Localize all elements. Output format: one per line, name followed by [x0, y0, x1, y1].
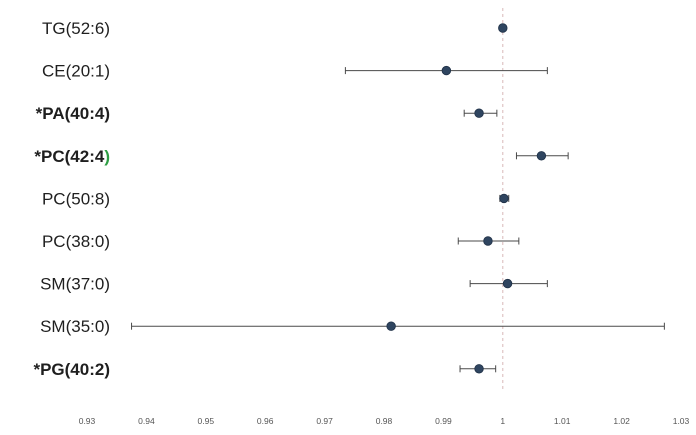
point-estimate [441, 65, 452, 76]
point-estimate [474, 364, 484, 374]
row-label-text: *PG(40:2) [33, 360, 110, 379]
rows-layer: TG(52:6) CE(20:1) *PA(40:4) *PC(42:4) PC(50:… [33, 19, 665, 379]
forest-row: TG(52:6) [42, 19, 508, 38]
forest-row: PC(38:0) [42, 232, 520, 251]
forest-row: SM(37:0) [40, 275, 548, 294]
row-label-text: TG(52:6) [42, 19, 110, 38]
x-tick-label: 0.97 [316, 416, 333, 426]
row-label-text: PC(38:0) [42, 232, 110, 251]
x-tick-label: 0.95 [198, 416, 215, 426]
row-label-text: CE(20:1) [42, 62, 110, 81]
point-estimate [536, 151, 547, 161]
x-tick-label: 0.93 [79, 416, 96, 426]
x-tick-label: 1.01 [554, 416, 571, 426]
forest-row: CE(20:1) [42, 62, 548, 81]
row-label: TG(52:6) [42, 19, 110, 38]
x-tick-label: 1.03 [673, 416, 690, 426]
row-label: *PA(40:4) [36, 104, 110, 123]
forest-row: SM(35:0) [40, 317, 665, 336]
point-estimate [386, 321, 396, 331]
row-label-suffix: ) [104, 147, 110, 166]
x-tick-label: 1.02 [613, 416, 630, 426]
row-label-text: SM(37:0) [40, 275, 110, 294]
row-label: SM(35:0) [40, 317, 110, 336]
row-label: SM(37:0) [40, 275, 110, 294]
x-tick-label: 0.98 [376, 416, 393, 426]
point-estimate [474, 108, 484, 118]
forest-row: *PG(40:2) [33, 360, 497, 379]
row-label-text: SM(35:0) [40, 317, 110, 336]
point-estimate [483, 236, 493, 246]
row-label: *PG(40:2) [33, 360, 110, 379]
forest-row: PC(50:8) [42, 189, 510, 208]
row-label: PC(50:8) [42, 189, 110, 208]
forest-row: *PC(42:4) [34, 147, 569, 166]
row-label: *PC(42:4) [34, 147, 110, 166]
row-label-text: *PA(40:4) [36, 104, 110, 123]
x-tick-label: 0.99 [435, 416, 452, 426]
x-axis-ticks: 0.93 0.94 0.95 0.96 0.97 0.98 0.99 1 1.01 1.02 1.0… [79, 416, 690, 426]
row-label: CE(20:1) [42, 62, 110, 81]
point-estimate [502, 278, 513, 289]
point-estimate [499, 193, 509, 204]
point-estimate [498, 23, 508, 33]
x-tick-label: 0.94 [138, 416, 155, 426]
forest-row: *PA(40:4) [36, 104, 498, 123]
row-label: PC(38:0) [42, 232, 110, 251]
row-label-text: *PC(42:4 [34, 147, 104, 166]
row-label-text: PC(50:8) [42, 189, 110, 208]
x-tick-label: 0.96 [257, 416, 274, 426]
x-tick-label: 1 [500, 416, 505, 426]
